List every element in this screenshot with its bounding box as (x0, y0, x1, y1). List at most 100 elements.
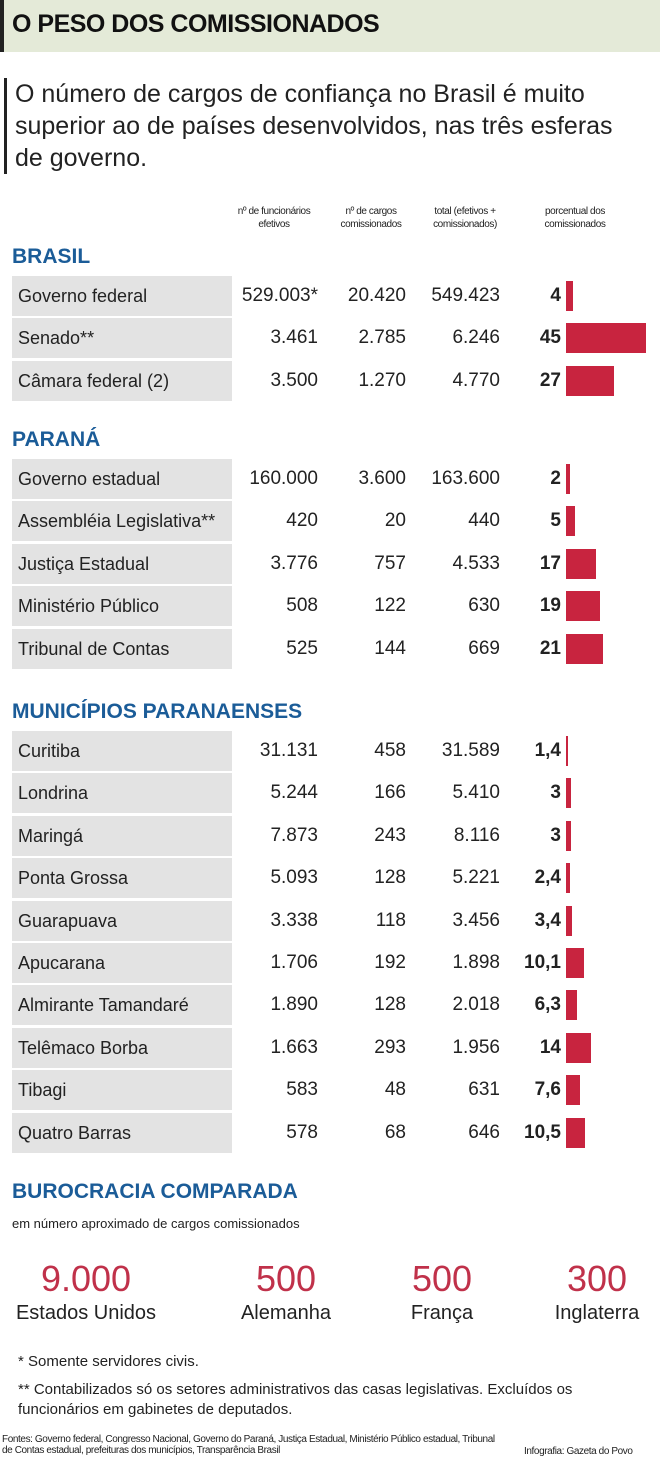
comissionados: 122 (374, 595, 406, 617)
efetivos: 1.663 (270, 1036, 318, 1058)
comissionados: 128 (374, 994, 406, 1016)
row-name: Guarapuava (12, 900, 232, 941)
comissionados: 20 (384, 510, 406, 532)
row-name: Londrina (12, 773, 232, 814)
comissionados: 128 (374, 867, 406, 889)
comissionados: 68 (384, 1121, 406, 1143)
efetivos: 420 (286, 510, 318, 532)
comparison-country: Estados Unidos (15, 1302, 157, 1324)
percent-label: 45 (539, 327, 561, 349)
comissionados: 757 (374, 552, 406, 574)
total: 3.456 (452, 909, 500, 931)
percent-bar (566, 1117, 585, 1148)
comissionados: 3.600 (358, 468, 406, 489)
percent-label: 7,6 (534, 1079, 561, 1101)
row-name: Quatro Barras (12, 1112, 232, 1153)
row-name: Ministério Público (12, 586, 232, 627)
efetivos: 1.706 (270, 952, 318, 973)
total: 31.589 (441, 740, 500, 761)
percent-label: 3,4 (534, 909, 561, 931)
percent-label: 2 (550, 468, 561, 489)
percent-bar (566, 591, 600, 622)
percent-bar (566, 1075, 580, 1106)
row-name: Senado** (12, 318, 232, 359)
sources: Fontes: Governo federal, Congresso Nacio… (2, 1434, 495, 1456)
row-name: Governo estadual (12, 459, 232, 499)
comparison-value: 9.000 (40, 1258, 132, 1299)
row-name: Justiça Estadual (12, 543, 232, 584)
total: 6.246 (452, 327, 500, 349)
comparison-title: BUROCRACIA COMPARADA (12, 1180, 298, 1203)
row-name: Governo federal (12, 276, 232, 316)
efetivos: 5.244 (270, 782, 318, 804)
total: 4.770 (452, 369, 500, 391)
percent-bar (566, 506, 575, 537)
percent-bar (566, 905, 573, 936)
percent-label: 10,5 (524, 1121, 561, 1143)
efetivos: 160.000 (249, 468, 318, 489)
comissionados: 118 (375, 909, 406, 931)
percent-label: 21 (539, 637, 561, 659)
percent-bar (566, 990, 578, 1021)
efetivos: 3.500 (270, 369, 318, 391)
efetivos: 31.131 (259, 740, 318, 761)
percent-bar (566, 548, 597, 579)
efetivos: 1.890 (270, 994, 318, 1016)
total: 669 (468, 637, 500, 659)
comissionados: 293 (374, 1036, 406, 1058)
total: 4.533 (452, 552, 500, 574)
percent-label: 27 (539, 369, 561, 391)
total: 646 (468, 1121, 500, 1143)
total: 2.018 (452, 994, 500, 1016)
total: 630 (468, 595, 500, 617)
efetivos: 583 (286, 1079, 318, 1101)
comissionados: 243 (374, 824, 406, 846)
comissionados: 2.785 (358, 327, 406, 349)
comissionados: 458 (374, 740, 406, 761)
comparison-subtitle: em número aproximado de cargos comission… (12, 1216, 300, 1231)
footnote: ** Contabilizados só os setores administ… (18, 1381, 573, 1418)
percent-bar (566, 365, 615, 396)
total: 163.600 (431, 468, 500, 489)
efetivos: 578 (286, 1121, 318, 1143)
efetivos: 7.873 (270, 824, 318, 846)
percent-label: 3 (550, 824, 561, 846)
total: 1.956 (452, 1036, 500, 1058)
section-title: PARANÁ (12, 428, 101, 451)
efetivos: 3.338 (270, 909, 318, 931)
row-name: Curitiba (12, 731, 232, 771)
percent-label: 1,4 (534, 740, 561, 761)
row-name: Maringá (12, 815, 232, 856)
comissionados: 192 (374, 952, 406, 973)
footnote: * Somente servidores civis. (18, 1353, 199, 1370)
efetivos: 3.776 (270, 552, 318, 574)
comissionados: 1.270 (358, 369, 406, 391)
comissionados: 144 (374, 637, 406, 659)
row-name: Câmara federal (2) (12, 360, 232, 401)
intro: O número de cargos de confiança no Brasi… (4, 78, 645, 174)
row-name: Tibagi (12, 1070, 232, 1111)
percent-label: 4 (550, 285, 561, 306)
efetivos: 5.093 (270, 867, 318, 889)
title-bar (0, 0, 660, 52)
percent-bar (566, 633, 604, 664)
percent-label: 5 (550, 510, 561, 532)
total: 8.116 (453, 824, 500, 846)
row-name: Tribunal de Contas (12, 628, 232, 669)
percent-bar (566, 948, 584, 978)
percent-label: 2,4 (534, 867, 561, 889)
total: 1.898 (452, 952, 500, 973)
comissionados: 166 (374, 782, 406, 804)
percent-bar (566, 1032, 591, 1063)
percent-bar (566, 464, 570, 494)
percent-bar (566, 820, 572, 851)
efetivos: 508 (286, 595, 318, 617)
comparison-country: Alemanha (240, 1302, 332, 1324)
comissionados: 20.420 (347, 285, 406, 306)
comparison-country: Inglaterra (554, 1302, 640, 1324)
comparison-value: 300 (566, 1258, 628, 1299)
percent-label: 14 (539, 1036, 561, 1058)
comparison-value: 500 (255, 1258, 317, 1299)
column-header: total (efetivos + comissionados) (433, 206, 497, 230)
